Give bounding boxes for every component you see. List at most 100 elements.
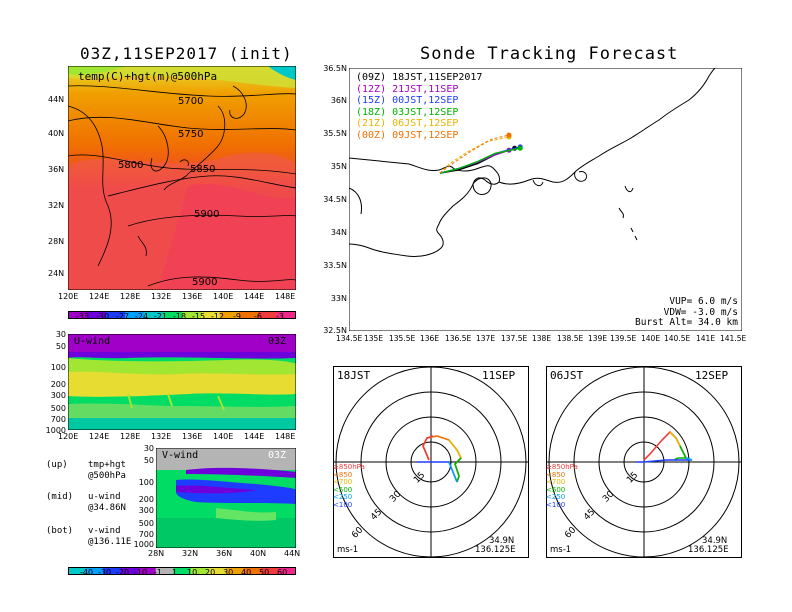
colorbar-tick: 60 <box>277 568 288 577</box>
hodo-left-lat: 34.9N <box>489 536 515 546</box>
lon-tick: 148E <box>275 292 296 301</box>
lat-tick: 44N <box>48 95 65 104</box>
param-vup: VUP= 6.0 m/s <box>669 296 738 307</box>
legend-run: (15Z) <box>356 95 387 106</box>
hodo-right-unit: ms-1 <box>550 545 572 555</box>
colorbar-swatch <box>182 311 202 319</box>
colorbar-swatch <box>260 567 279 575</box>
colorbar-swatch <box>239 311 259 319</box>
colorbar-swatch <box>243 567 262 575</box>
p-tick: 500 <box>138 519 154 528</box>
p-tick: 200 <box>138 495 154 504</box>
track-lon-ticks: 134.5E 135E 135.5E 136E 136.5E 137E 137.… <box>336 334 756 344</box>
temperature-colorbar <box>68 304 297 319</box>
p-tick: 300 <box>138 506 154 515</box>
note-mid-tag: (mid) <box>46 492 74 502</box>
contour-label: 5900 <box>192 277 218 288</box>
lon-tick: 140E <box>213 292 234 301</box>
colorbar-tick: -24 <box>135 312 149 321</box>
legend-valid: 21JST,11SEP <box>392 83 459 95</box>
lon-tick: 137.5E <box>501 334 528 343</box>
hodo-legend-item: <850 <box>333 470 353 479</box>
hodo-legend-item: <250 <box>333 493 353 501</box>
lat-tick: 36.5N <box>323 64 347 73</box>
lon-tick: 132E <box>151 432 172 441</box>
colorbar-swatch <box>120 567 139 575</box>
hodo-left-date: 11SEP <box>482 369 516 382</box>
colorbar-tick: -18 <box>173 312 187 321</box>
note-up-line2: @500hPa <box>88 471 126 481</box>
u-wind-time: 03Z <box>268 336 287 347</box>
legend-run: (21Z) <box>356 118 387 129</box>
hodo-left-legend: ≥850hPa <850 <700 <500 <250 <100 <box>333 463 373 509</box>
hodo-right-time: 06JST <box>550 369 584 382</box>
legend-item: (09Z) 18JST,11SEP2017 <box>356 72 526 84</box>
lon-tick: 135E <box>364 334 384 343</box>
param-vdw: VDW= -3.0 m/s <box>663 306 738 318</box>
colorbar-tick: 1 <box>172 568 178 577</box>
wind-colorbar-ticks: -40 -30 -20 -10 -1 1 10 20 30 40 50 60 <box>68 568 308 578</box>
lon-tick: 137E <box>476 334 496 343</box>
lon-tick: 124E <box>89 432 110 441</box>
hodo-legend-item: <250 <box>546 493 566 501</box>
lon-tick: 144E <box>244 292 265 301</box>
lon-tick: 136E <box>182 432 203 441</box>
legend-run: (00Z) <box>356 129 387 141</box>
p-tick: 50 <box>143 456 154 465</box>
colorbar-tick: -33 <box>76 312 90 321</box>
colorbar-swatch <box>87 311 107 319</box>
lon-tick: 144E <box>244 432 265 441</box>
colorbar-tick: -40 <box>80 568 94 577</box>
lat-tick: 35.5N <box>323 129 347 138</box>
lon-tick: 139E <box>588 334 608 343</box>
p-tick: 500 <box>50 404 66 413</box>
lat-tick: 40N <box>250 549 267 558</box>
lon-tick: 132E <box>151 292 172 301</box>
u-wind-pressure-ticks: 30 50 100 200 300 500 700 1000 <box>40 330 66 435</box>
colorbar-tick: -30 <box>96 312 110 321</box>
colorbar-tick: -9 <box>233 312 241 321</box>
legend-run: (18Z) <box>356 106 387 118</box>
hodo-left-unit: ms-1 <box>337 545 359 555</box>
hodo-legend-item: ≥850hPa <box>546 463 578 471</box>
lon-tick: 136.5E <box>445 334 472 343</box>
hodo-legend-item: <100 <box>546 500 566 509</box>
v-wind-pressure-ticks: 30 50 100 200 300 500 700 1000 <box>128 444 154 549</box>
note-bot-line1: v-wind <box>88 526 121 536</box>
contour-label: 5750 <box>178 129 204 140</box>
lat-tick: 24N <box>48 269 65 278</box>
p-tick: 100 <box>138 478 154 487</box>
colorbar-swatch <box>68 311 88 319</box>
hodo-legend-item: <700 <box>546 478 566 486</box>
legend-valid: 00JST,12SEP <box>392 95 459 106</box>
p-tick: 1000 <box>133 540 154 549</box>
note-mid-line2: @34.86N <box>88 503 126 513</box>
colorbar-swatch <box>155 567 174 575</box>
lon-tick: 136E <box>182 292 203 301</box>
track-legend: (09Z) 18JST,11SEP2017 (12Z) 21JST,11SEP … <box>356 72 526 152</box>
p-tick: 300 <box>50 391 66 400</box>
lat-tick: 36N <box>216 549 233 558</box>
lon-tick: 124E <box>89 292 110 301</box>
colorbar-swatch <box>85 567 104 575</box>
lon-tick: 135.5E <box>389 334 416 343</box>
wind-colorbar <box>68 560 297 575</box>
colorbar-tick: -6 <box>254 312 262 321</box>
note-up-line1: tmp+hgt <box>88 460 126 470</box>
p-tick: 30 <box>143 444 154 453</box>
lon-tick: 120E <box>58 292 79 301</box>
lon-tick: 140E <box>213 432 234 441</box>
legend-item: (00Z) 09JST,12SEP <box>356 130 526 142</box>
colorbar-tick: -3 <box>276 312 284 321</box>
colorbar-tick: -12 <box>211 312 225 321</box>
panel-notes: (up) tmp+hgt @500hPa (mid) u-wind @34.86… <box>46 460 151 560</box>
colorbar-tick: 40 <box>241 568 252 577</box>
colorbar-swatch <box>103 567 122 575</box>
v-wind-panel <box>155 447 297 549</box>
legend-item: (21Z) 06JST,12SEP <box>356 118 526 130</box>
lon-tick: 138E <box>532 334 552 343</box>
contour-label: 5900 <box>194 209 220 220</box>
legend-item: (18Z) 03JST,12SEP <box>356 107 526 119</box>
temperature-height-map <box>67 65 297 291</box>
lon-tick: 141E <box>696 334 716 343</box>
